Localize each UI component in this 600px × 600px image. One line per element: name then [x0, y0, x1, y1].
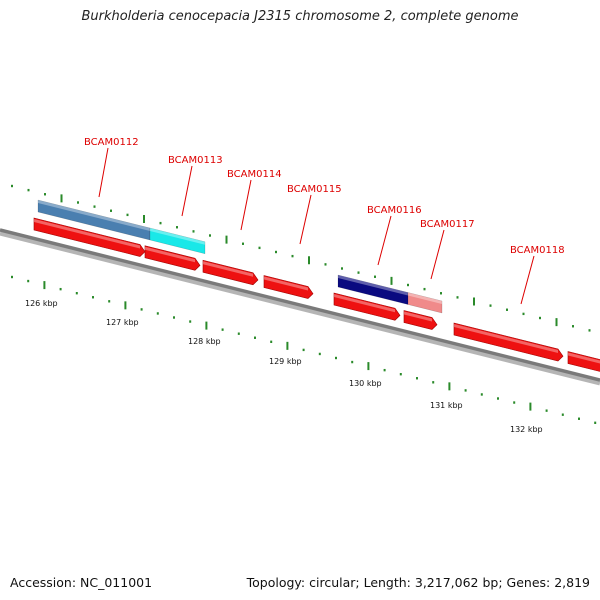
- gene-arrow-highlight: [145, 246, 195, 263]
- upper-tick-row: [11, 184, 591, 332]
- gene-arrow-bcam0117: [403, 310, 438, 330]
- gene-arrow-highlight: [454, 324, 558, 353]
- gene-layer: [33, 217, 600, 372]
- gene-label-leader: [377, 215, 392, 266]
- gene-label-layer: BCAM0112 BCAM0113 BCAM0114 BCAM0115 BCAM0116…: [84, 137, 565, 305]
- kbp-label: 126 kbp: [25, 299, 58, 308]
- gene-label: BCAM0114: [227, 169, 282, 180]
- gene-label-leader: [240, 179, 252, 231]
- gene-arrow-highlight: [34, 219, 140, 249]
- kbp-label: 128 kbp: [188, 337, 221, 346]
- kbp-label: 131 kbp: [430, 401, 463, 410]
- kbp-label: 132 kbp: [510, 425, 543, 434]
- gene-label: BCAM0115: [287, 184, 342, 195]
- cog-bar-highlight: [150, 228, 205, 245]
- accession-text: Accession: NC_011001: [10, 575, 153, 590]
- gene-arrow-bcam0115: [263, 275, 314, 299]
- gene-label-leader: [520, 255, 535, 305]
- cog-bar-highlight: [38, 200, 150, 231]
- gene-arrow-highlight: [264, 276, 308, 291]
- gene-arrow-highlight: [334, 294, 395, 313]
- gene-label: BCAM0117: [420, 219, 475, 230]
- cog-bar-bcam0113: [149, 227, 206, 255]
- cog-layer: [37, 199, 443, 314]
- gene-arrow-bcam0114: [202, 259, 259, 286]
- genome-title: Burkholderia cenocepacia J2315 chromosom…: [81, 9, 519, 24]
- gene-label-leader: [181, 165, 193, 217]
- lower-tick-row: [11, 275, 597, 424]
- kbp-label: 129 kbp: [269, 357, 302, 366]
- gene-label: BCAM0118: [510, 245, 565, 256]
- gene-label-leader: [98, 147, 109, 198]
- topology-summary: Topology: circular; Length: 3,217,062 bp…: [246, 575, 590, 590]
- gene-arrow-highlight: [203, 261, 253, 277]
- gene-arrow-highlight: [404, 311, 432, 322]
- cog-bar-highlight: [338, 275, 408, 296]
- kbp-label-layer: 126 kbp 127 kbp 128 kbp 129 kbp 130 kbp 131 k…: [25, 299, 543, 434]
- gene-arrow-continuation: [567, 351, 600, 372]
- backbone: [0, 228, 600, 382]
- gene-arrow-bcam0116: [333, 292, 401, 321]
- cog-bar-highlight: [408, 292, 442, 304]
- cog-bar-bcam0117: [407, 292, 443, 314]
- gene-label-leader: [299, 194, 312, 245]
- gene-label: BCAM0116: [367, 205, 422, 216]
- kbp-label: 130 kbp: [349, 379, 382, 388]
- gene-arrow-bcam0118: [453, 322, 564, 362]
- gene-arrow-bcam0113: [144, 245, 201, 271]
- gene-arrow-highlight: [568, 352, 600, 364]
- gene-label: BCAM0113: [168, 155, 223, 166]
- gene-arrow-bcam0112: [33, 217, 146, 257]
- kbp-label: 127 kbp: [106, 318, 139, 327]
- gene-label: BCAM0112: [84, 137, 139, 148]
- backbone-shadow: [0, 230, 600, 386]
- gene-label-leader: [430, 229, 445, 280]
